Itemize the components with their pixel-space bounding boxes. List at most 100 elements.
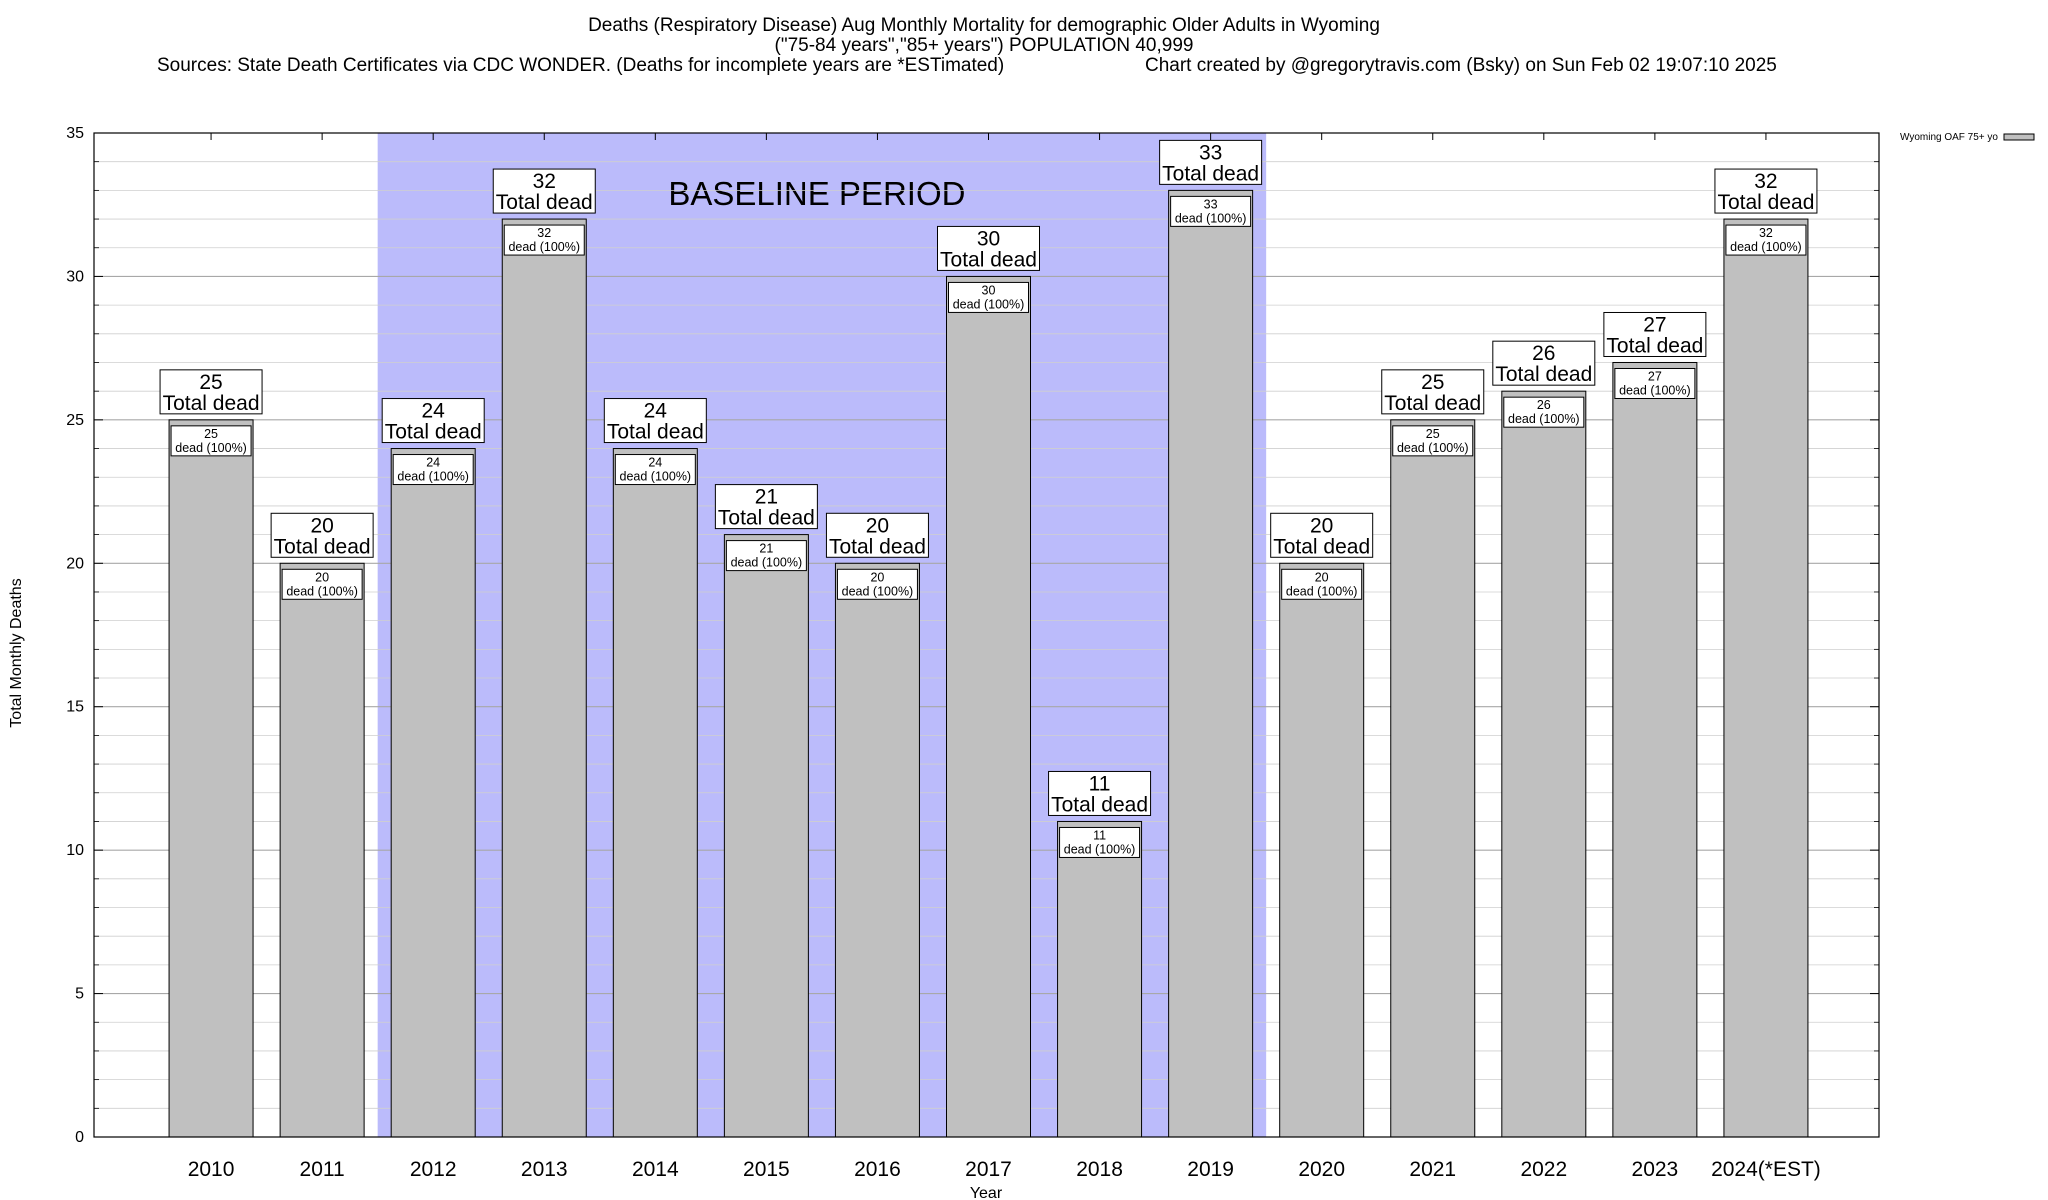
y-tick-label: 30 — [66, 268, 84, 285]
inner-label-text: dead (100%) — [1508, 412, 1580, 426]
inner-label-text: dead (100%) — [1286, 584, 1358, 598]
bar — [1168, 189, 1254, 1138]
total-label-value: 24 — [422, 400, 446, 423]
inner-label-text: dead (100%) — [1397, 441, 1469, 455]
x-tick-label: 2014 — [632, 1158, 679, 1181]
y-tick-label: 35 — [66, 125, 84, 142]
inner-label-value: 20 — [1315, 570, 1329, 584]
y-axis-ticks: 0 5 10 15 20 25 30 35 — [66, 125, 1879, 1146]
y-tick-label: 15 — [66, 699, 84, 716]
inner-label-text: dead (100%) — [508, 240, 580, 254]
inner-label-value: 24 — [648, 456, 662, 470]
inner-label-value: 26 — [1537, 398, 1551, 412]
inner-label-text: dead (100%) — [1730, 240, 1802, 254]
inner-label-text: dead (100%) — [175, 441, 247, 455]
total-label-text: Total dead — [1717, 191, 1814, 214]
total-label-value: 21 — [755, 486, 778, 509]
total-label-text: Total dead — [1606, 334, 1703, 357]
x-tick-label: 2016 — [854, 1158, 901, 1181]
x-axis-label: Year — [970, 1185, 1003, 1200]
total-label-text: Total dead — [1384, 392, 1481, 415]
total-label-text: Total dead — [829, 535, 926, 558]
chart-credit: Chart created by @gregorytravis.com (Bsk… — [1145, 55, 1777, 76]
inner-label-value: 11 — [1093, 828, 1106, 842]
x-tick-label: 2021 — [1409, 1158, 1456, 1181]
inner-label-value: 27 — [1648, 369, 1662, 383]
total-label-value: 27 — [1643, 313, 1666, 336]
total-label-value: 20 — [866, 514, 889, 537]
legend-label: Wyoming OAF 75+ yo — [1900, 132, 1998, 143]
bar — [1390, 419, 1476, 1138]
inner-label-value: 32 — [537, 226, 551, 240]
x-tick-label: 2017 — [965, 1158, 1012, 1181]
inner-label-text: dead (100%) — [397, 470, 469, 484]
total-label-text: Total dead — [496, 191, 593, 214]
y-tick-label: 5 — [75, 986, 84, 1003]
total-label-text: Total dead — [1162, 162, 1259, 185]
bar — [612, 448, 698, 1138]
inner-label-value: 30 — [982, 283, 996, 297]
baseline-band-label: BASELINE PERIOD — [668, 175, 965, 212]
inner-label-text: dead (100%) — [620, 470, 692, 484]
x-tick-label: 2011 — [300, 1158, 345, 1181]
bar — [1612, 361, 1698, 1138]
bar — [946, 275, 1031, 1138]
legend-swatch — [2003, 133, 2035, 141]
x-tick-label: 2023 — [1632, 1158, 1679, 1181]
inner-label-text: dead (100%) — [731, 556, 803, 570]
bar — [1057, 820, 1143, 1138]
inner-label-value: 24 — [426, 456, 440, 470]
chart-title-line1: Deaths (Respiratory Disease) Aug Monthly… — [588, 15, 1380, 36]
y-tick-label: 25 — [66, 412, 84, 429]
plot-frame — [93, 132, 1880, 1138]
inner-label-value: 25 — [1426, 427, 1440, 441]
total-label-text: Total dead — [718, 507, 815, 530]
y-tick-label: 10 — [66, 842, 84, 859]
chart-header: Deaths (Respiratory Disease) Aug Monthly… — [157, 15, 1777, 76]
total-label-value: 24 — [644, 400, 668, 423]
bar — [1723, 218, 1809, 1138]
total-label-value: 20 — [310, 514, 333, 537]
total-label-value: 20 — [1310, 514, 1333, 537]
bar — [1501, 390, 1587, 1138]
total-label-text: Total dead — [163, 392, 260, 415]
inner-label-text: dead (100%) — [1619, 383, 1691, 397]
bar — [168, 419, 254, 1138]
bar — [279, 562, 365, 1138]
inner-label-text: dead (100%) — [842, 584, 914, 598]
bar — [390, 448, 476, 1138]
y-tick-label: 20 — [66, 555, 84, 572]
x-tick-label: 2010 — [188, 1158, 235, 1181]
total-label-text: Total dead — [1051, 793, 1148, 816]
total-label-value: 11 — [1089, 772, 1111, 795]
total-label-text: Total dead — [1273, 535, 1370, 558]
x-tick-label: 2013 — [521, 1158, 568, 1181]
x-axis-ticks: 2010 2011 2012 2013 2014 2015 2016 2017 2018 2019… — [188, 133, 1821, 1181]
legend: Wyoming OAF 75+ yo — [1900, 132, 2035, 143]
inner-label-value: 20 — [870, 570, 884, 584]
total-label-text: Total dead — [385, 421, 482, 444]
inner-label-value: 33 — [1204, 197, 1218, 211]
total-label-text: Total dead — [274, 535, 371, 558]
inner-label-value: 21 — [759, 542, 773, 556]
y-tick-label: 0 — [75, 1129, 84, 1146]
